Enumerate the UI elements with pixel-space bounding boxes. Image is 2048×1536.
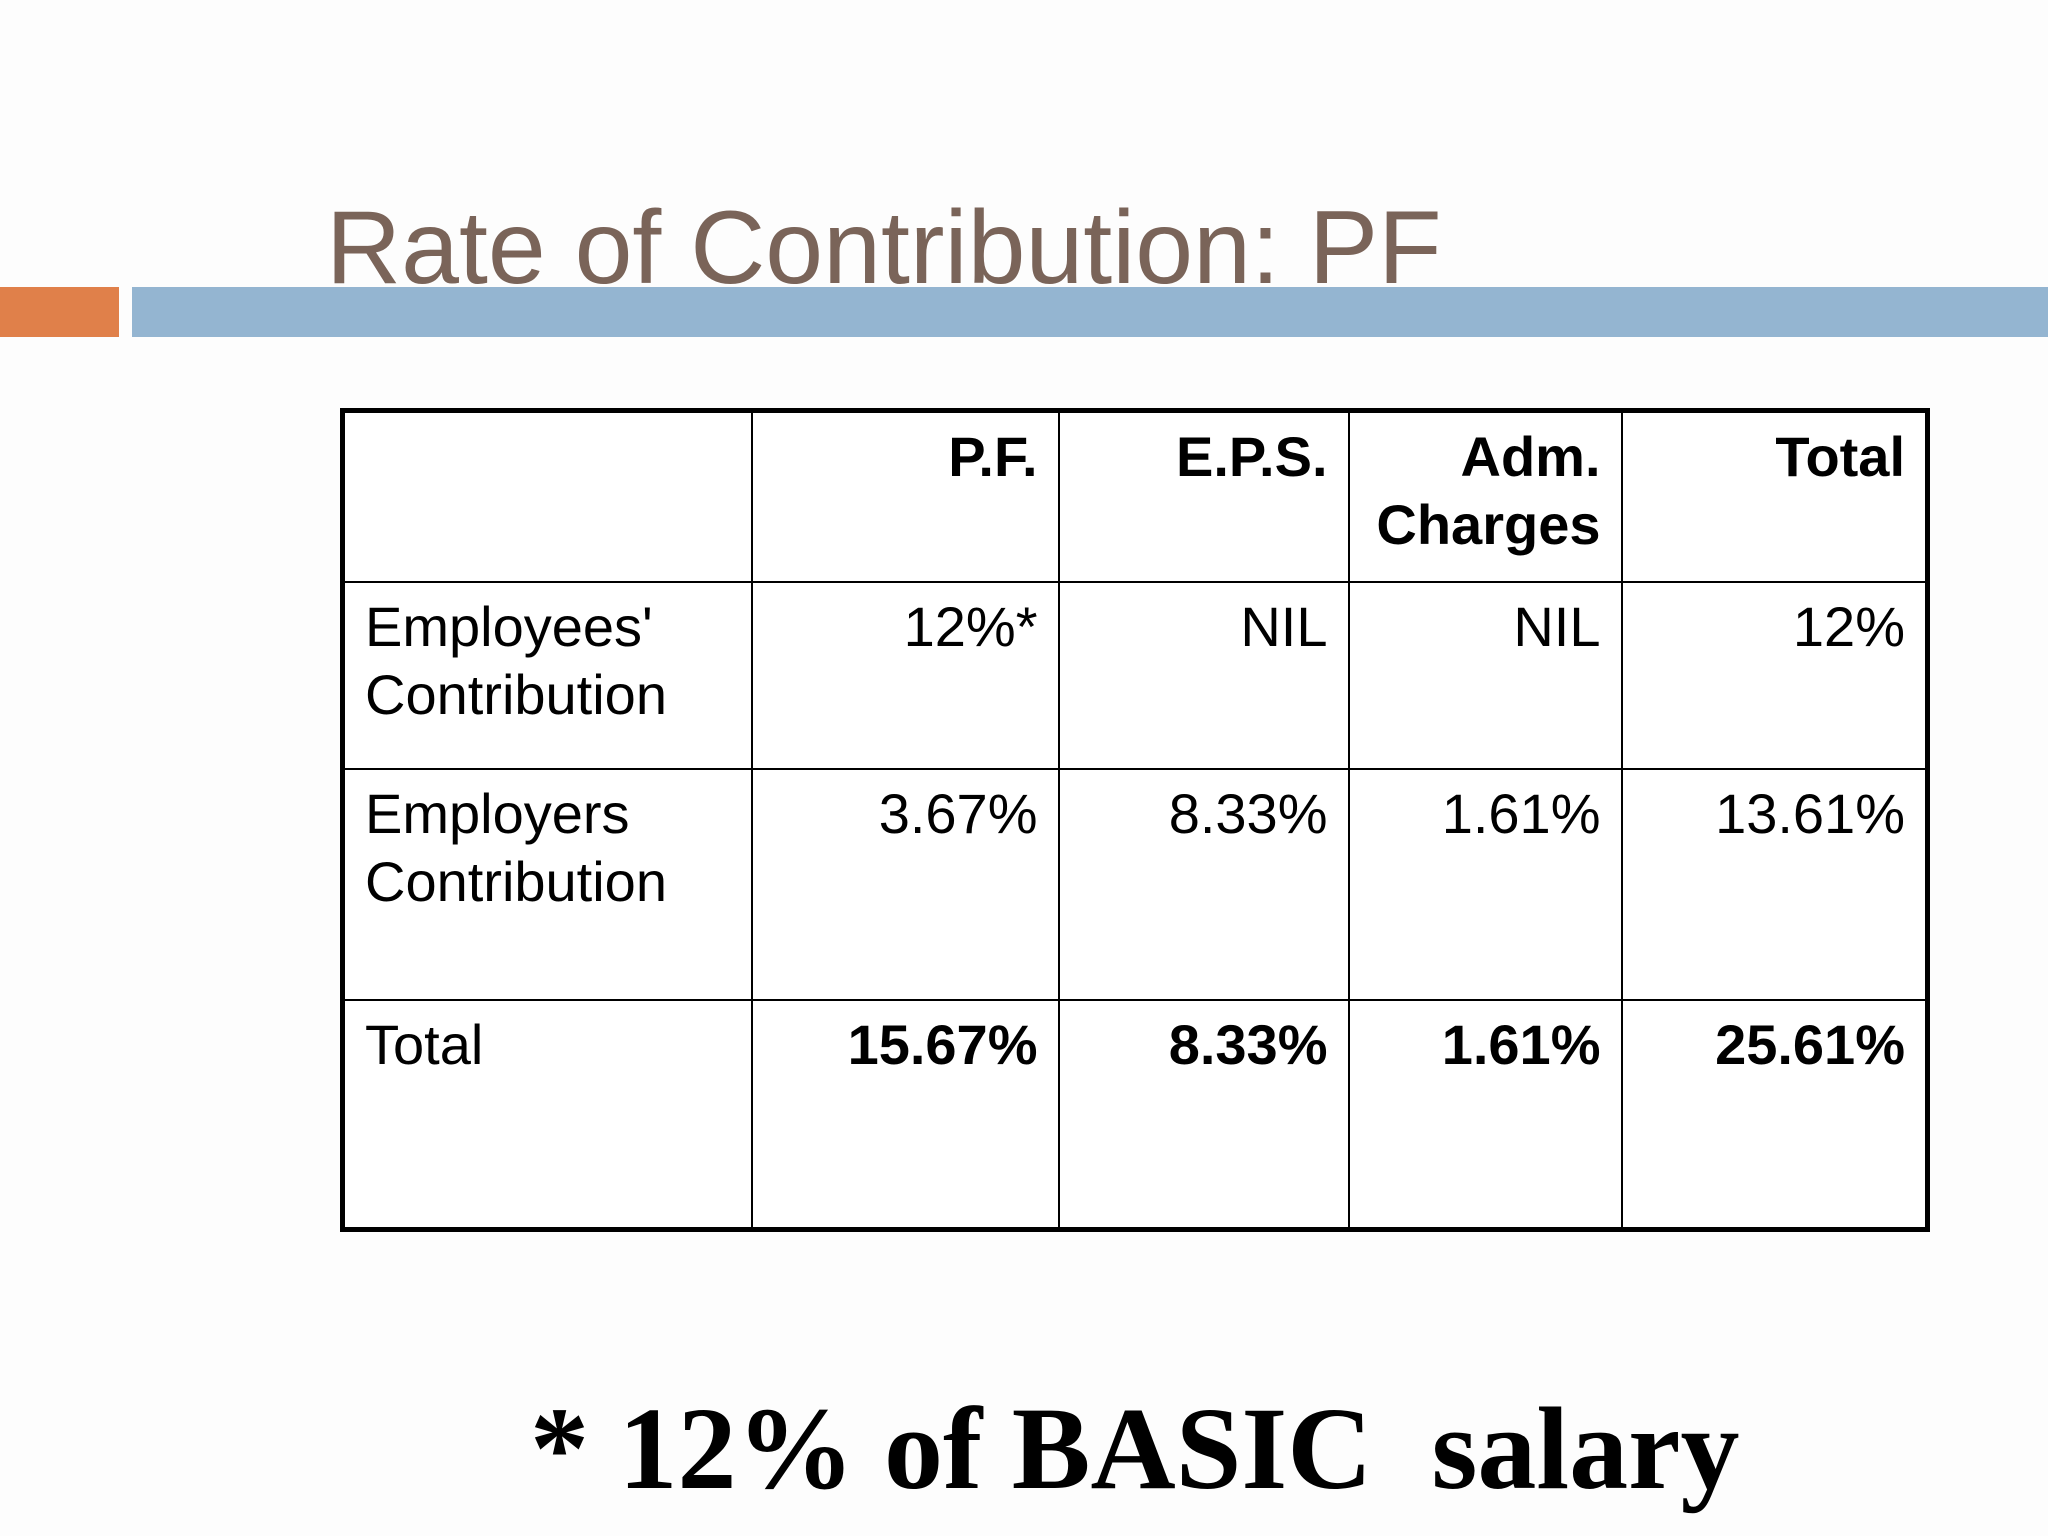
contribution-rate-table: P.F. E.P.S. Adm. Charges Total Employees…	[340, 408, 1930, 1232]
cell-total: 13.61%	[1620, 767, 1929, 1001]
row-label: Employers Contribution	[341, 767, 753, 1001]
column-header-eps: E.P.S.	[1057, 409, 1350, 583]
cell-eps: NIL	[1057, 580, 1350, 770]
table-row-employees-contribution: Employees' Contribution 12%* NIL NIL 12%	[341, 580, 1929, 770]
column-header-pf: P.F.	[750, 409, 1060, 583]
title-accent-bar	[0, 287, 119, 337]
table-row-employers-contribution: Employers Contribution 3.67% 8.33% 1.61%…	[341, 767, 1929, 1001]
cell-eps: 8.33%	[1057, 767, 1350, 1001]
cell-pf: 15.67%	[750, 998, 1060, 1231]
cell-pf: 12%*	[750, 580, 1060, 770]
cell-adm-charges: NIL	[1347, 580, 1623, 770]
cell-total: 12%	[1620, 580, 1929, 770]
column-header-adm-charges: Adm. Charges	[1347, 409, 1623, 583]
cell-eps: 8.33%	[1057, 998, 1350, 1231]
cell-pf: 3.67%	[750, 767, 1060, 1001]
cell-total: 25.61%	[1620, 998, 1929, 1231]
cell-adm-charges: 1.61%	[1347, 998, 1623, 1231]
column-header-empty	[341, 409, 753, 583]
column-header-total: Total	[1620, 409, 1929, 583]
table-header-row: P.F. E.P.S. Adm. Charges Total	[341, 409, 1929, 583]
cell-adm-charges: 1.61%	[1347, 767, 1623, 1001]
title-underline-rule	[132, 287, 2048, 337]
table-row-total: Total 15.67% 8.33% 1.61% 25.61%	[341, 998, 1929, 1231]
basic-salary-footnote: * 12% of BASIC salary	[530, 1383, 1740, 1514]
row-label: Employees' Contribution	[341, 580, 753, 770]
row-label: Total	[341, 998, 753, 1231]
slide-title: Rate of Contribution: PF	[326, 190, 1442, 306]
